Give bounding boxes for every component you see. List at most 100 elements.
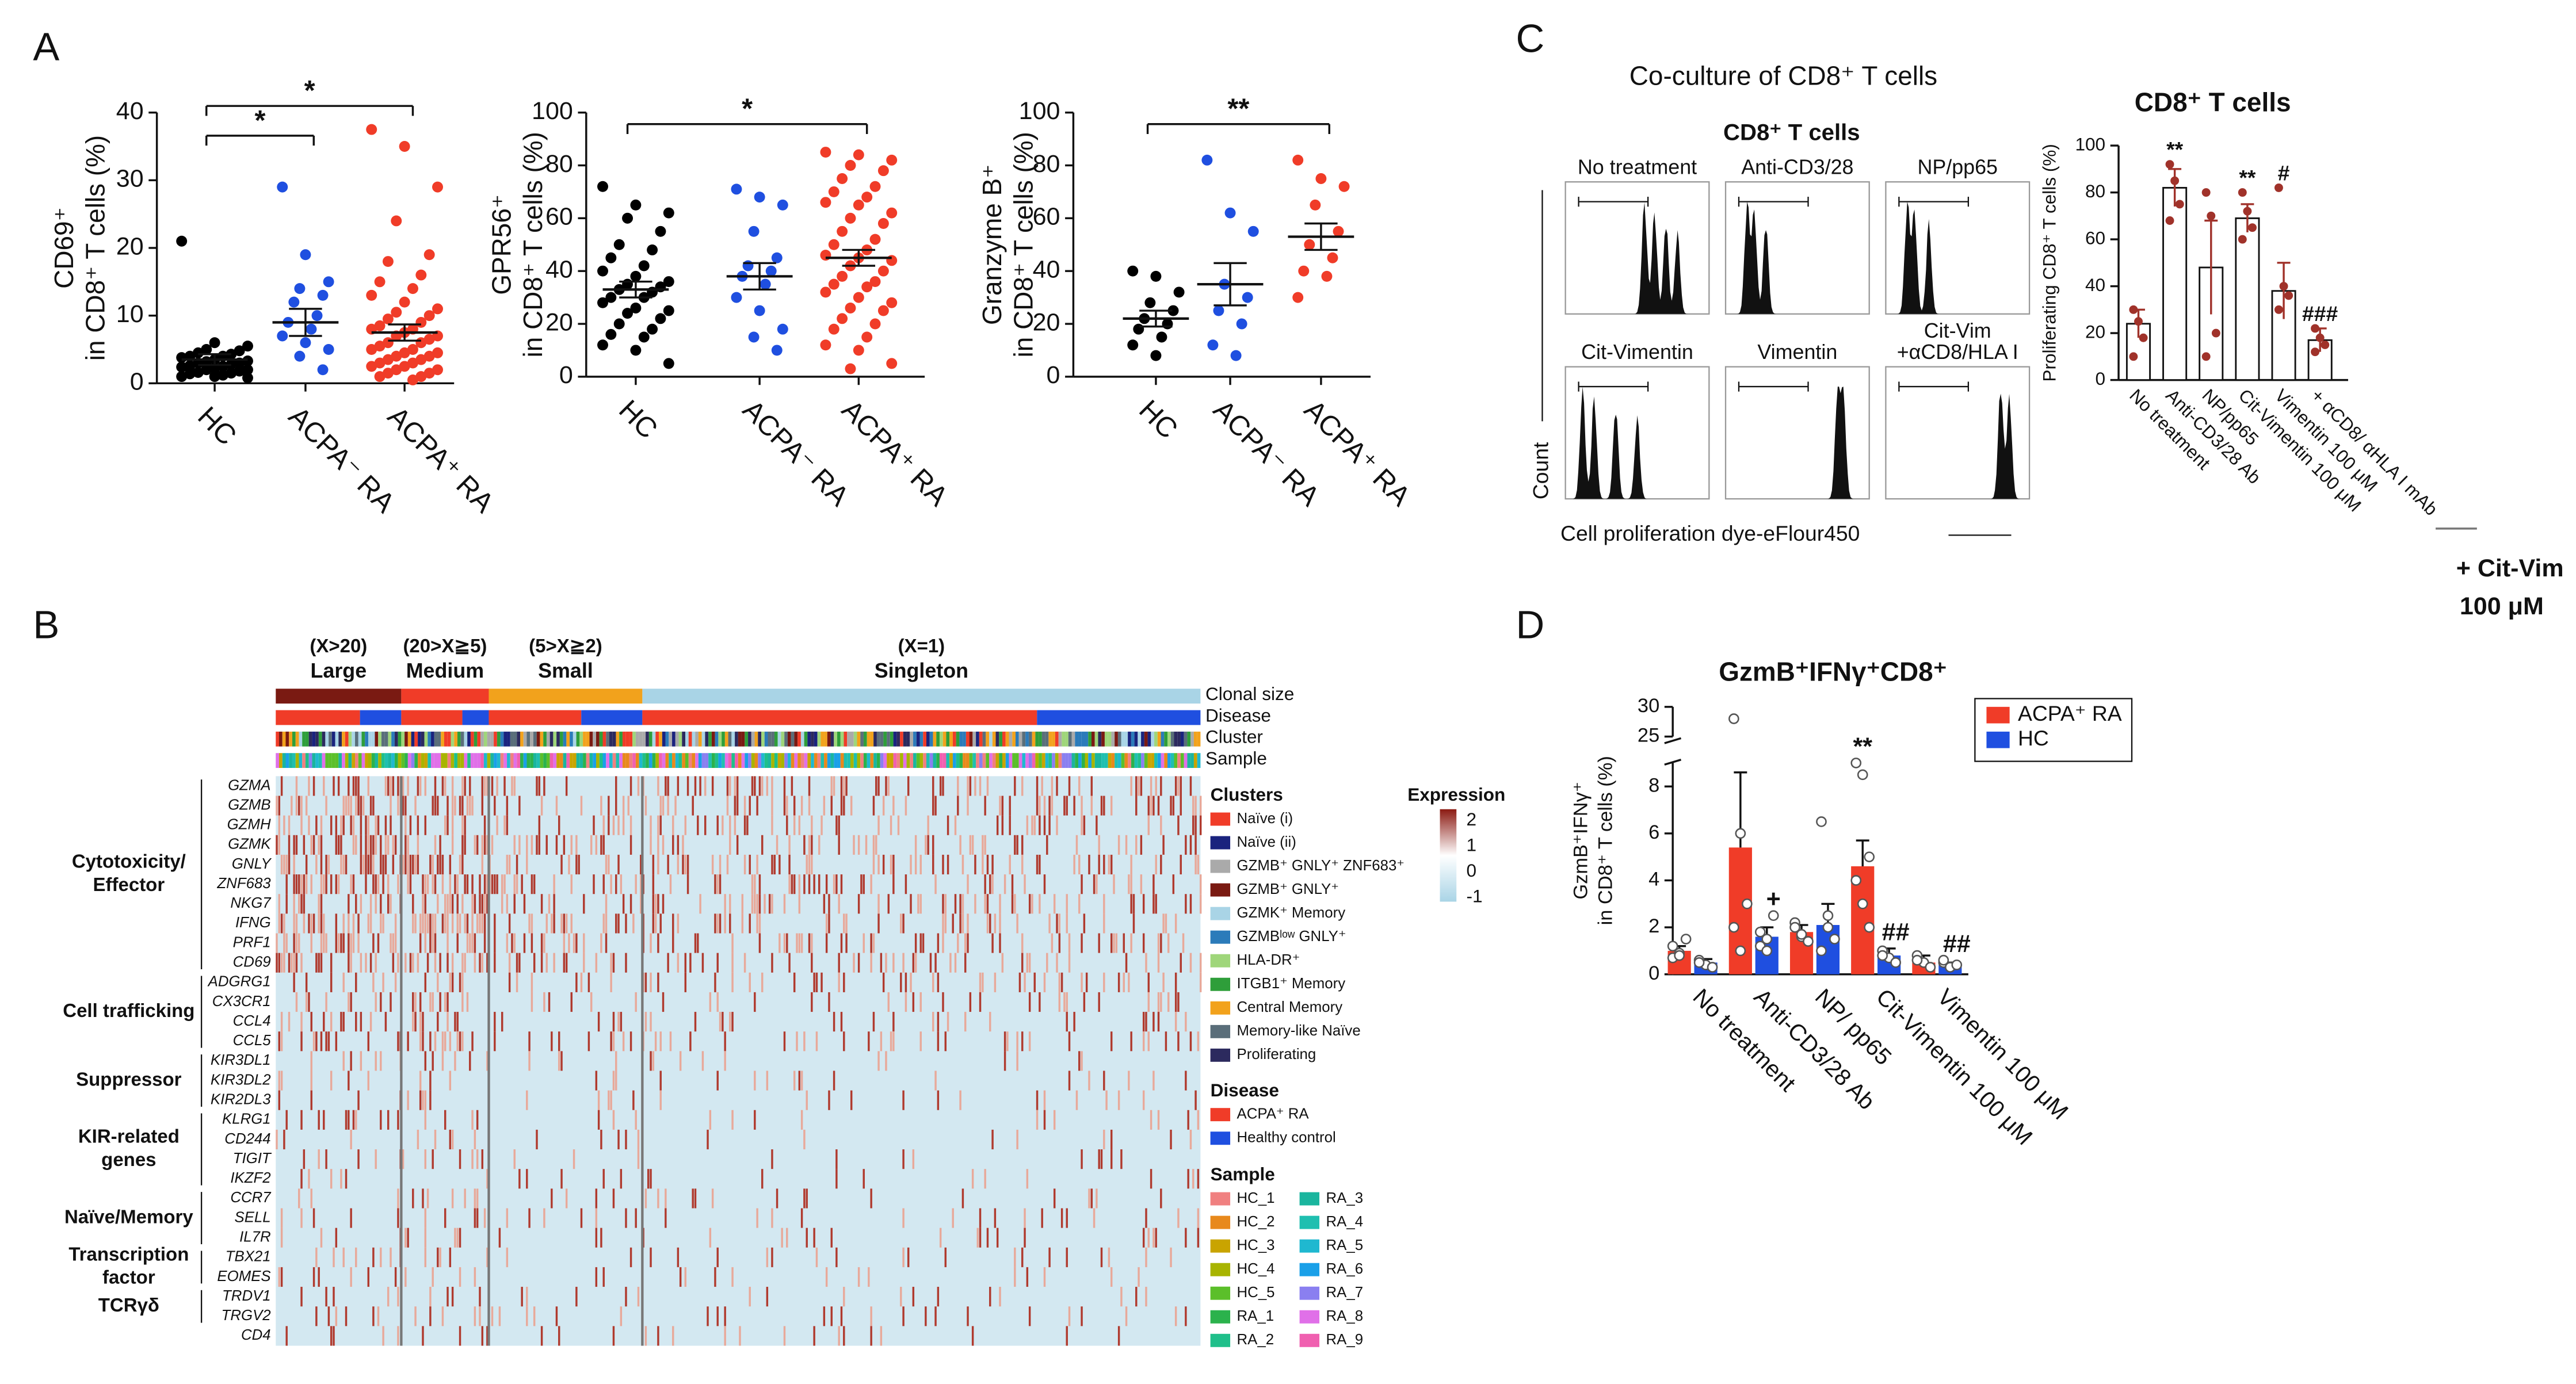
heatmap-texture (312, 1208, 315, 1228)
cluster-track (384, 731, 388, 747)
heatmap-texture (1123, 933, 1125, 953)
heatmap-texture (857, 1267, 860, 1287)
heatmap-texture (1058, 992, 1061, 1012)
heatmap-texture (694, 1188, 697, 1209)
heatmap-texture (285, 854, 288, 875)
heatmap-texture (276, 1129, 278, 1150)
cluster-track (675, 731, 679, 747)
heatmap-texture (1177, 992, 1180, 1012)
heatmap-texture (461, 953, 464, 973)
heatmap-texture (800, 1071, 803, 1091)
heatmap-texture (885, 953, 887, 973)
heatmap-texture (377, 1306, 380, 1326)
data-point (1327, 252, 1338, 263)
heatmap-texture (392, 776, 395, 796)
heatmap-texture (1152, 894, 1155, 914)
data-point (1754, 926, 1766, 938)
heatmap-texture (318, 1149, 320, 1169)
heatmap-texture (429, 992, 432, 1012)
heatmap-texture (553, 894, 555, 914)
heatmap-texture (677, 953, 680, 973)
heatmap-texture (625, 1287, 627, 1307)
heatmap-texture (635, 1208, 637, 1228)
cluster-track (421, 731, 425, 747)
heatmap-texture (746, 815, 749, 835)
heatmap-texture (754, 894, 756, 914)
heatmap-texture (813, 1228, 815, 1248)
heatmap-texture (429, 854, 432, 875)
heatmap-texture (422, 874, 424, 894)
cluster-track (566, 731, 570, 747)
heatmap-texture (404, 1228, 407, 1248)
heatmap-texture (818, 835, 820, 855)
heatmap-texture (843, 1031, 845, 1052)
heatmap-texture (617, 1012, 620, 1032)
heatmap-texture (813, 874, 815, 894)
heatmap-texture (476, 835, 479, 855)
heatmap-texture (327, 1306, 330, 1326)
data-point (1761, 945, 1773, 957)
heatmap-texture (1028, 1306, 1031, 1326)
heatmap-texture (786, 796, 788, 816)
heatmap-texture (293, 953, 295, 973)
heatmap-texture (919, 854, 922, 875)
heatmap-texture (422, 1188, 424, 1209)
heatmap-texture (650, 1012, 652, 1032)
cluster-track (1108, 731, 1112, 747)
heatmap-texture (548, 992, 551, 1012)
heatmap-texture (724, 1306, 726, 1326)
heatmap-texture (741, 913, 744, 934)
sample-track (510, 753, 514, 769)
heatmap-texture (890, 854, 892, 875)
heatmap-texture (967, 913, 969, 934)
sample-track (817, 753, 821, 769)
heatmap-texture (665, 1208, 667, 1228)
cluster-track (708, 731, 712, 747)
data-point (366, 289, 377, 301)
heatmap-texture (325, 854, 327, 875)
gene-group-label: Cell trafficking (63, 1000, 194, 1021)
sample-track (741, 753, 745, 769)
heatmap-texture (600, 933, 602, 953)
heatmap-texture (1021, 1247, 1024, 1267)
heatmap-texture (657, 854, 659, 875)
heatmap-texture (1110, 854, 1113, 875)
bar (2235, 217, 2260, 381)
heatmap-texture (404, 835, 407, 855)
heatmap-texture (818, 874, 820, 894)
sample-track (1180, 753, 1184, 769)
heatmap-texture (1172, 874, 1175, 894)
histogram (1886, 393, 2030, 499)
heatmap-texture (303, 874, 306, 894)
data-point (1201, 154, 1213, 166)
cluster-track (718, 731, 722, 747)
heatmap-texture (1036, 854, 1039, 875)
sample-track (675, 753, 679, 769)
heatmap-texture (414, 854, 417, 875)
heatmap-texture (474, 933, 476, 953)
heatmap-texture (677, 835, 680, 855)
heatmap-texture (897, 815, 900, 835)
heatmap-texture (788, 953, 791, 973)
heatmap-texture (806, 1228, 808, 1248)
heatmap-texture (751, 894, 754, 914)
heatmap-texture (925, 1306, 927, 1326)
heatmap-texture (1177, 1208, 1180, 1228)
sample-track (365, 753, 368, 769)
heatmap-texture (558, 1031, 560, 1052)
heatmap-texture (1135, 776, 1138, 796)
heatmap-texture (754, 874, 756, 894)
heatmap-texture (652, 854, 655, 875)
heatmap-texture (667, 854, 669, 875)
cluster-track (758, 731, 762, 747)
heatmap-texture (1081, 874, 1083, 894)
data-point (2321, 341, 2330, 349)
heatmap-texture (372, 1247, 375, 1267)
heatmap-texture (565, 913, 568, 934)
flow-title: Co-culture of CD8⁺ T cells (1629, 61, 1937, 91)
heatmap-texture (659, 913, 662, 934)
legend-label: HLA-DR⁺ (1237, 952, 1300, 968)
heatmap-texture (758, 874, 761, 894)
cluster-track (342, 731, 345, 747)
heatmap-texture (323, 776, 325, 796)
